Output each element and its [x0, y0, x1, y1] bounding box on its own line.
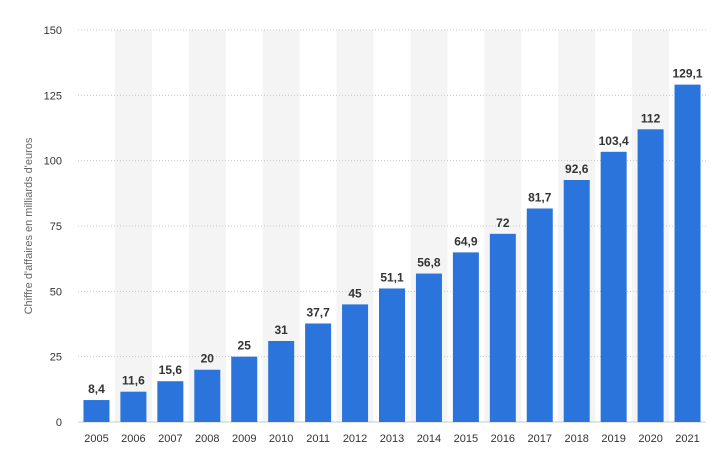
data-label: 45: [348, 286, 362, 300]
data-label: 51,1: [380, 270, 404, 284]
data-label: 11,6: [122, 374, 145, 388]
bar: [379, 288, 405, 422]
data-label: 81,7: [528, 190, 552, 204]
x-tick-label: 2013: [380, 433, 404, 445]
bar: [489, 233, 516, 422]
data-label: 8,4: [88, 382, 105, 396]
y-tick-label: 150: [44, 25, 62, 37]
x-tick-label: 2015: [454, 433, 478, 445]
y-tick-label: 0: [56, 417, 62, 429]
data-label: 103,4: [599, 134, 629, 148]
x-tick-label: 2018: [564, 433, 588, 445]
data-label: 25: [238, 339, 252, 353]
bar: [526, 208, 553, 422]
bar: [157, 381, 184, 422]
data-label: 92,6: [565, 162, 589, 176]
y-tick-label: 50: [50, 286, 62, 298]
bar: [600, 151, 627, 423]
column-band: [114, 30, 152, 422]
y-axis-title: Chiffre d'affaires en milliards d'euros: [23, 137, 35, 314]
bar: [194, 369, 221, 422]
bar: [231, 356, 258, 422]
y-axis-ticks: 0 25 50 75 100 125 150: [44, 25, 62, 429]
data-label: 15,6: [159, 363, 183, 377]
data-label: 64,9: [454, 234, 478, 248]
bar: [120, 391, 147, 422]
bar: [452, 252, 479, 422]
bar: [637, 129, 664, 422]
x-tick-label: 2014: [417, 433, 441, 445]
data-label: 112: [641, 111, 661, 125]
x-tick-label: 2012: [343, 433, 367, 445]
data-label: 20: [201, 352, 215, 366]
bar: [268, 340, 295, 422]
x-tick-label: 2020: [638, 433, 662, 445]
x-tick-label: 2007: [158, 433, 182, 445]
x-tick-label: 2005: [84, 433, 108, 445]
y-tick-label: 125: [44, 90, 62, 102]
x-axis-ticks: 2005 2006 2007 2008 2009 2010 2011 2012 2013 2014…: [84, 433, 700, 445]
y-tick-label: 75: [50, 221, 62, 233]
bar: [563, 180, 590, 422]
x-tick-label: 2011: [306, 433, 330, 445]
bar: [674, 84, 701, 423]
x-tick-label: 2009: [232, 433, 256, 445]
y-tick-label: 100: [44, 156, 62, 168]
bar: [415, 273, 442, 422]
data-labels: 8,4 11,6 15,6 20 25 31 37,7 45 51,1 56,8 64,9 72 81,…: [88, 67, 703, 396]
data-label: 31: [274, 323, 288, 337]
bar: [83, 400, 110, 422]
x-tick-label: 2010: [269, 433, 293, 445]
x-tick-label: 2017: [528, 433, 552, 445]
data-label: 129,1: [673, 67, 703, 81]
x-tick-label: 2019: [601, 433, 625, 445]
data-label: 56,8: [417, 256, 441, 270]
x-tick-label: 2006: [121, 433, 145, 445]
data-label: 37,7: [306, 305, 330, 319]
y-tick-label: 25: [50, 352, 62, 364]
bar: [342, 304, 369, 422]
bar: [305, 323, 332, 422]
x-tick-label: 2021: [675, 433, 699, 445]
bars: [83, 84, 701, 423]
data-label: 72: [496, 216, 510, 230]
x-tick-label: 2016: [491, 433, 515, 445]
x-tick-label: 2008: [195, 433, 219, 445]
